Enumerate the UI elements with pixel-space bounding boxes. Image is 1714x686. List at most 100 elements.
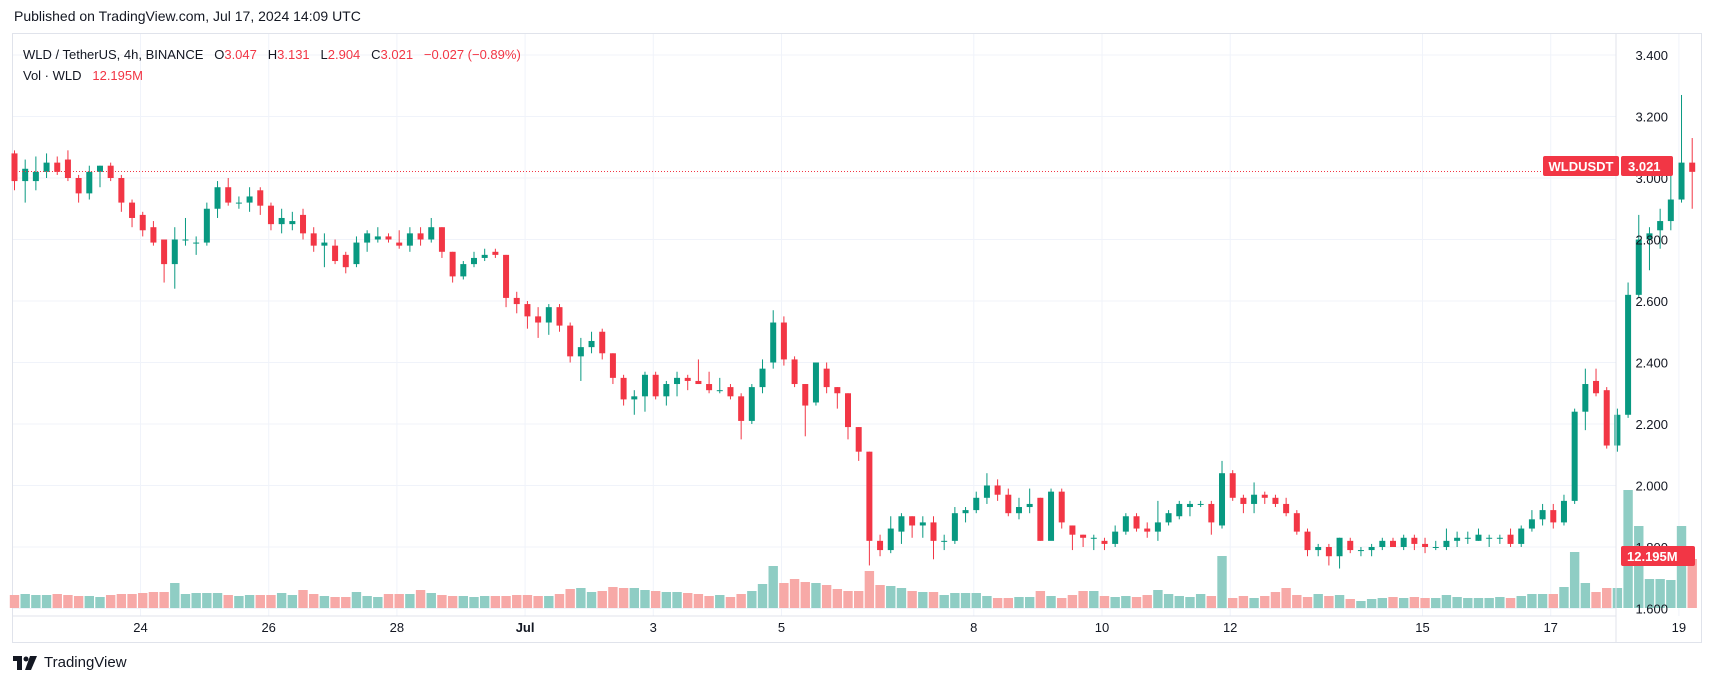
tradingview-logo[interactable]: TradingView	[13, 654, 127, 671]
candle-body	[609, 353, 616, 378]
volume-bar	[896, 588, 907, 608]
volume-bar	[1602, 588, 1612, 608]
volume-bar	[309, 594, 319, 608]
volume-bar	[127, 594, 137, 608]
volume-bar	[1666, 580, 1676, 608]
candle-body	[310, 233, 317, 246]
candle-body	[1026, 503, 1033, 508]
volume-bar	[105, 595, 116, 608]
volume-bar	[672, 592, 682, 608]
candle-body	[727, 387, 734, 397]
candle-body	[1528, 519, 1535, 529]
candle-body	[107, 165, 114, 178]
volume-bar	[1206, 596, 1217, 608]
volume-bar	[939, 595, 949, 608]
volume-bars	[9, 490, 1697, 608]
volume-bar	[522, 595, 533, 608]
candle-body	[716, 390, 723, 392]
low-label: L	[320, 47, 328, 62]
volume-bar	[319, 596, 330, 608]
volume-bar	[853, 591, 864, 608]
volume-bar	[1153, 590, 1163, 608]
volume-bar	[383, 594, 394, 608]
candle-body	[770, 322, 777, 363]
candle-body	[524, 304, 531, 317]
candle-body	[951, 513, 958, 541]
volume-bar	[779, 583, 789, 608]
candle-body	[289, 221, 296, 225]
volume-bar	[447, 596, 458, 608]
tradingview-logo-icon	[13, 655, 37, 670]
candle-body	[513, 297, 520, 305]
volume-bar	[1409, 597, 1420, 608]
volume-bar	[1484, 598, 1494, 608]
volume-bar	[1398, 598, 1409, 608]
volume-bar	[1441, 595, 1452, 608]
candle-body	[460, 264, 467, 277]
volume-bar	[1174, 596, 1184, 608]
candle-body	[588, 340, 595, 348]
volume-bar	[1046, 596, 1056, 608]
candle-body	[1208, 503, 1215, 523]
volume-bar	[52, 594, 62, 608]
price-tick-label: 3.200	[1635, 110, 1668, 125]
volume-bar	[1067, 595, 1078, 608]
candle-body	[353, 242, 360, 265]
candle-body	[86, 171, 93, 194]
candle-body	[1101, 540, 1108, 544]
candle-body	[374, 236, 381, 240]
volume-bar	[1580, 583, 1591, 608]
candle-body	[802, 384, 809, 406]
candle-body	[962, 510, 969, 514]
volume-bar	[244, 595, 255, 608]
candle-body	[1443, 540, 1450, 547]
candle-body	[503, 254, 510, 298]
volume-bar	[469, 597, 479, 608]
time-axis[interactable]: 24 26 28 Jul 3 5 8 10 12 15 17 19	[13, 615, 1686, 635]
candle-body	[1411, 537, 1418, 544]
candle-body	[182, 239, 189, 241]
volume-bar	[1655, 579, 1665, 608]
candle-body	[1154, 522, 1161, 532]
volume-bar	[415, 590, 426, 608]
candle-body	[1133, 516, 1140, 529]
chart-frame[interactable]	[12, 33, 1702, 643]
last-price-badge	[1621, 156, 1673, 176]
volume-value: 12.195M	[92, 68, 143, 83]
volume-bar	[1559, 587, 1569, 608]
volume-bar	[1270, 592, 1281, 608]
open-label: O	[214, 47, 225, 62]
volume-bar	[1292, 595, 1302, 608]
volume-bar	[1527, 594, 1537, 608]
volume-bar	[1089, 591, 1099, 608]
volume-bar	[618, 588, 629, 608]
volume-bar	[1334, 595, 1345, 608]
volume-bar	[950, 593, 960, 608]
candle-body	[139, 214, 146, 231]
candle-body	[1689, 162, 1696, 172]
candle-body	[43, 162, 50, 172]
candle-body	[695, 380, 702, 385]
price-badges: WLDUSDT 3.021 12.195M	[1543, 156, 1695, 566]
volume-bar	[1195, 594, 1206, 608]
volume-bar	[982, 596, 992, 608]
time-tick-label: 5	[778, 620, 785, 635]
candle-body	[1251, 494, 1258, 504]
volume-bar	[1548, 594, 1558, 608]
volume-bar	[1324, 596, 1334, 608]
volume-bar	[458, 596, 469, 608]
volume-bar	[170, 583, 180, 608]
volume-bar	[747, 591, 757, 608]
candle-body	[866, 451, 873, 541]
candle-body	[1550, 510, 1557, 523]
volume-bar	[1121, 596, 1131, 608]
candle-body	[1005, 494, 1012, 514]
candle-body	[1475, 534, 1482, 541]
candle-body	[577, 347, 584, 357]
volume-bar	[148, 592, 159, 608]
candle-body	[973, 497, 980, 511]
volume-bar	[1388, 597, 1398, 608]
volume-bar	[437, 595, 447, 608]
volume-bar	[843, 591, 853, 608]
